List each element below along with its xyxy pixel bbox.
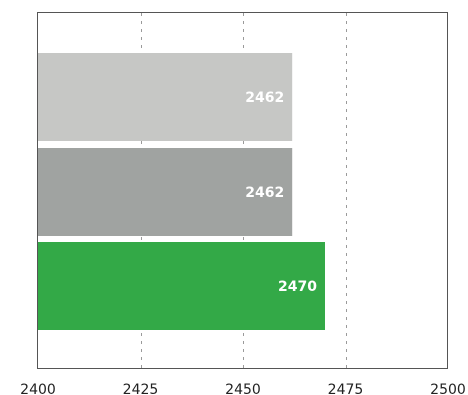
x-tick-label: 2500 (430, 382, 466, 395)
bar-value-label-2: 2462 (245, 185, 284, 201)
x-tick-label: 2400 (20, 382, 56, 395)
bars (38, 53, 325, 330)
bar-value-label-3: 2470 (278, 279, 317, 295)
bar-2 (38, 148, 293, 236)
bar-3 (38, 242, 325, 330)
bar-value-label-1: 2462 (245, 90, 284, 106)
data-labels: 2462 2462 2470 (245, 90, 317, 295)
x-tick-label: 2475 (328, 382, 364, 395)
bar-1 (38, 53, 293, 141)
x-tick-labels: 2400 2425 2450 2475 2500 (20, 382, 466, 395)
x-tick-label: 2450 (225, 382, 261, 395)
x-tick-label: 2425 (123, 382, 159, 395)
